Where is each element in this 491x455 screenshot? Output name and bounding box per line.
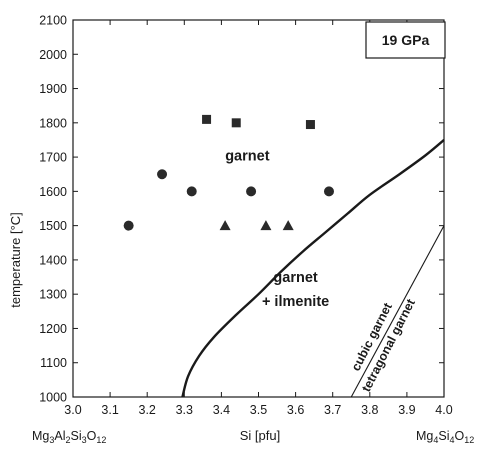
- x-tick-label: 3.9: [398, 403, 415, 417]
- square-marker: [231, 118, 241, 128]
- region-label: garnet: [225, 149, 269, 165]
- region-label: + ilmenite: [262, 294, 329, 310]
- cubic-tetragonal-boundary: [350, 225, 445, 398]
- x-tick-label: 3.2: [139, 403, 156, 417]
- x-tick-label: 3.7: [324, 403, 341, 417]
- y-tick-label: 1200: [39, 322, 67, 336]
- pressure-label-box: 19 GPa: [365, 21, 446, 59]
- triangle-marker: [282, 220, 294, 231]
- data-markers: [123, 114, 334, 231]
- y-tick-label: 1500: [39, 219, 67, 233]
- y-axis-title: temperature [°C]: [8, 212, 23, 308]
- y-tick-label: 2000: [39, 48, 67, 62]
- x-tick-label: 3.5: [250, 403, 267, 417]
- x-tick-label: 3.6: [287, 403, 304, 417]
- circle-marker: [123, 220, 134, 231]
- x-tick-label: 3.4: [213, 403, 230, 417]
- square-marker: [305, 120, 315, 130]
- plot-area: 3.0 3.1 3.2 3.3 3.4 3.5 3.6 3.7 3.8 3.9 4.0 1000 110…: [39, 14, 453, 418]
- y-tick-label: 1900: [39, 82, 67, 96]
- x-tick-label: 4.0: [435, 403, 452, 417]
- garnet-ilmenite-boundary: [181, 139, 445, 398]
- right-endmember-label: Mg4Si4O12: [416, 429, 474, 445]
- left-endmember-label: Mg3Al2Si3O12: [32, 429, 106, 445]
- y-tick-label: 1000: [39, 391, 67, 405]
- x-tick-label: 3.0: [64, 403, 81, 417]
- y-tick-label: 1800: [39, 116, 67, 130]
- region-label: garnet: [273, 270, 317, 286]
- pressure-label: 19 GPa: [382, 32, 430, 48]
- square-marker: [202, 114, 212, 124]
- x-axis-title: Si [pfu]: [240, 428, 280, 443]
- y-tick-label: 1700: [39, 151, 67, 165]
- circle-marker: [186, 186, 197, 197]
- triangle-marker: [260, 220, 272, 231]
- y-tick-label: 1400: [39, 253, 67, 267]
- y-tick-label: 2100: [39, 14, 67, 28]
- circle-marker: [157, 169, 168, 180]
- phase-boundaries: [181, 139, 445, 398]
- y-tick-label: 1600: [39, 185, 67, 199]
- circle-marker: [246, 186, 257, 197]
- region-labels: garnet garnet + ilmenite: [225, 149, 329, 311]
- axis-ticks: 3.0 3.1 3.2 3.3 3.4 3.5 3.6 3.7 3.8 3.9 4.0 1000 110…: [39, 14, 453, 418]
- triangle-marker: [219, 220, 231, 231]
- circle-marker: [323, 186, 334, 197]
- x-tick-label: 3.1: [101, 403, 118, 417]
- y-tick-label: 1300: [39, 288, 67, 302]
- x-tick-label: 3.3: [176, 403, 193, 417]
- x-tick-label: 3.8: [361, 403, 378, 417]
- y-tick-label: 1100: [40, 356, 67, 370]
